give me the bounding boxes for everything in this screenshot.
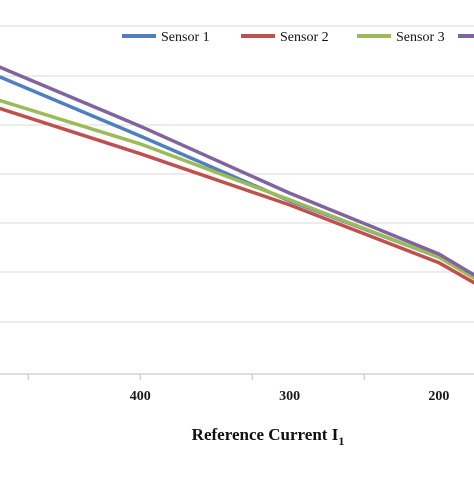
- legend-label-3: Sensor 3: [396, 30, 445, 45]
- x-axis: 400 300 200: [0, 373, 474, 404]
- x-axis-title-subscript: 1: [338, 434, 344, 448]
- x-tick-label-0: 400: [130, 389, 151, 404]
- x-axis-title-text: Reference Current I: [192, 425, 339, 444]
- series-line-3: [0, 98, 474, 280]
- x-tick-label-1: 300: [279, 389, 300, 404]
- gridlines: [0, 25, 474, 323]
- x-tick-label-2: 200: [428, 389, 449, 404]
- legend: Sensor 1 Sensor 2 Sensor 3: [122, 30, 474, 45]
- x-axis-title: Reference Current I1: [192, 425, 345, 448]
- series-lines: [0, 65, 474, 285]
- series-line-2: [0, 106, 474, 285]
- series-line-1: [0, 75, 474, 278]
- legend-label-1: Sensor 1: [161, 30, 210, 45]
- series-line-4: [0, 65, 474, 277]
- legend-label-2: Sensor 2: [280, 30, 329, 45]
